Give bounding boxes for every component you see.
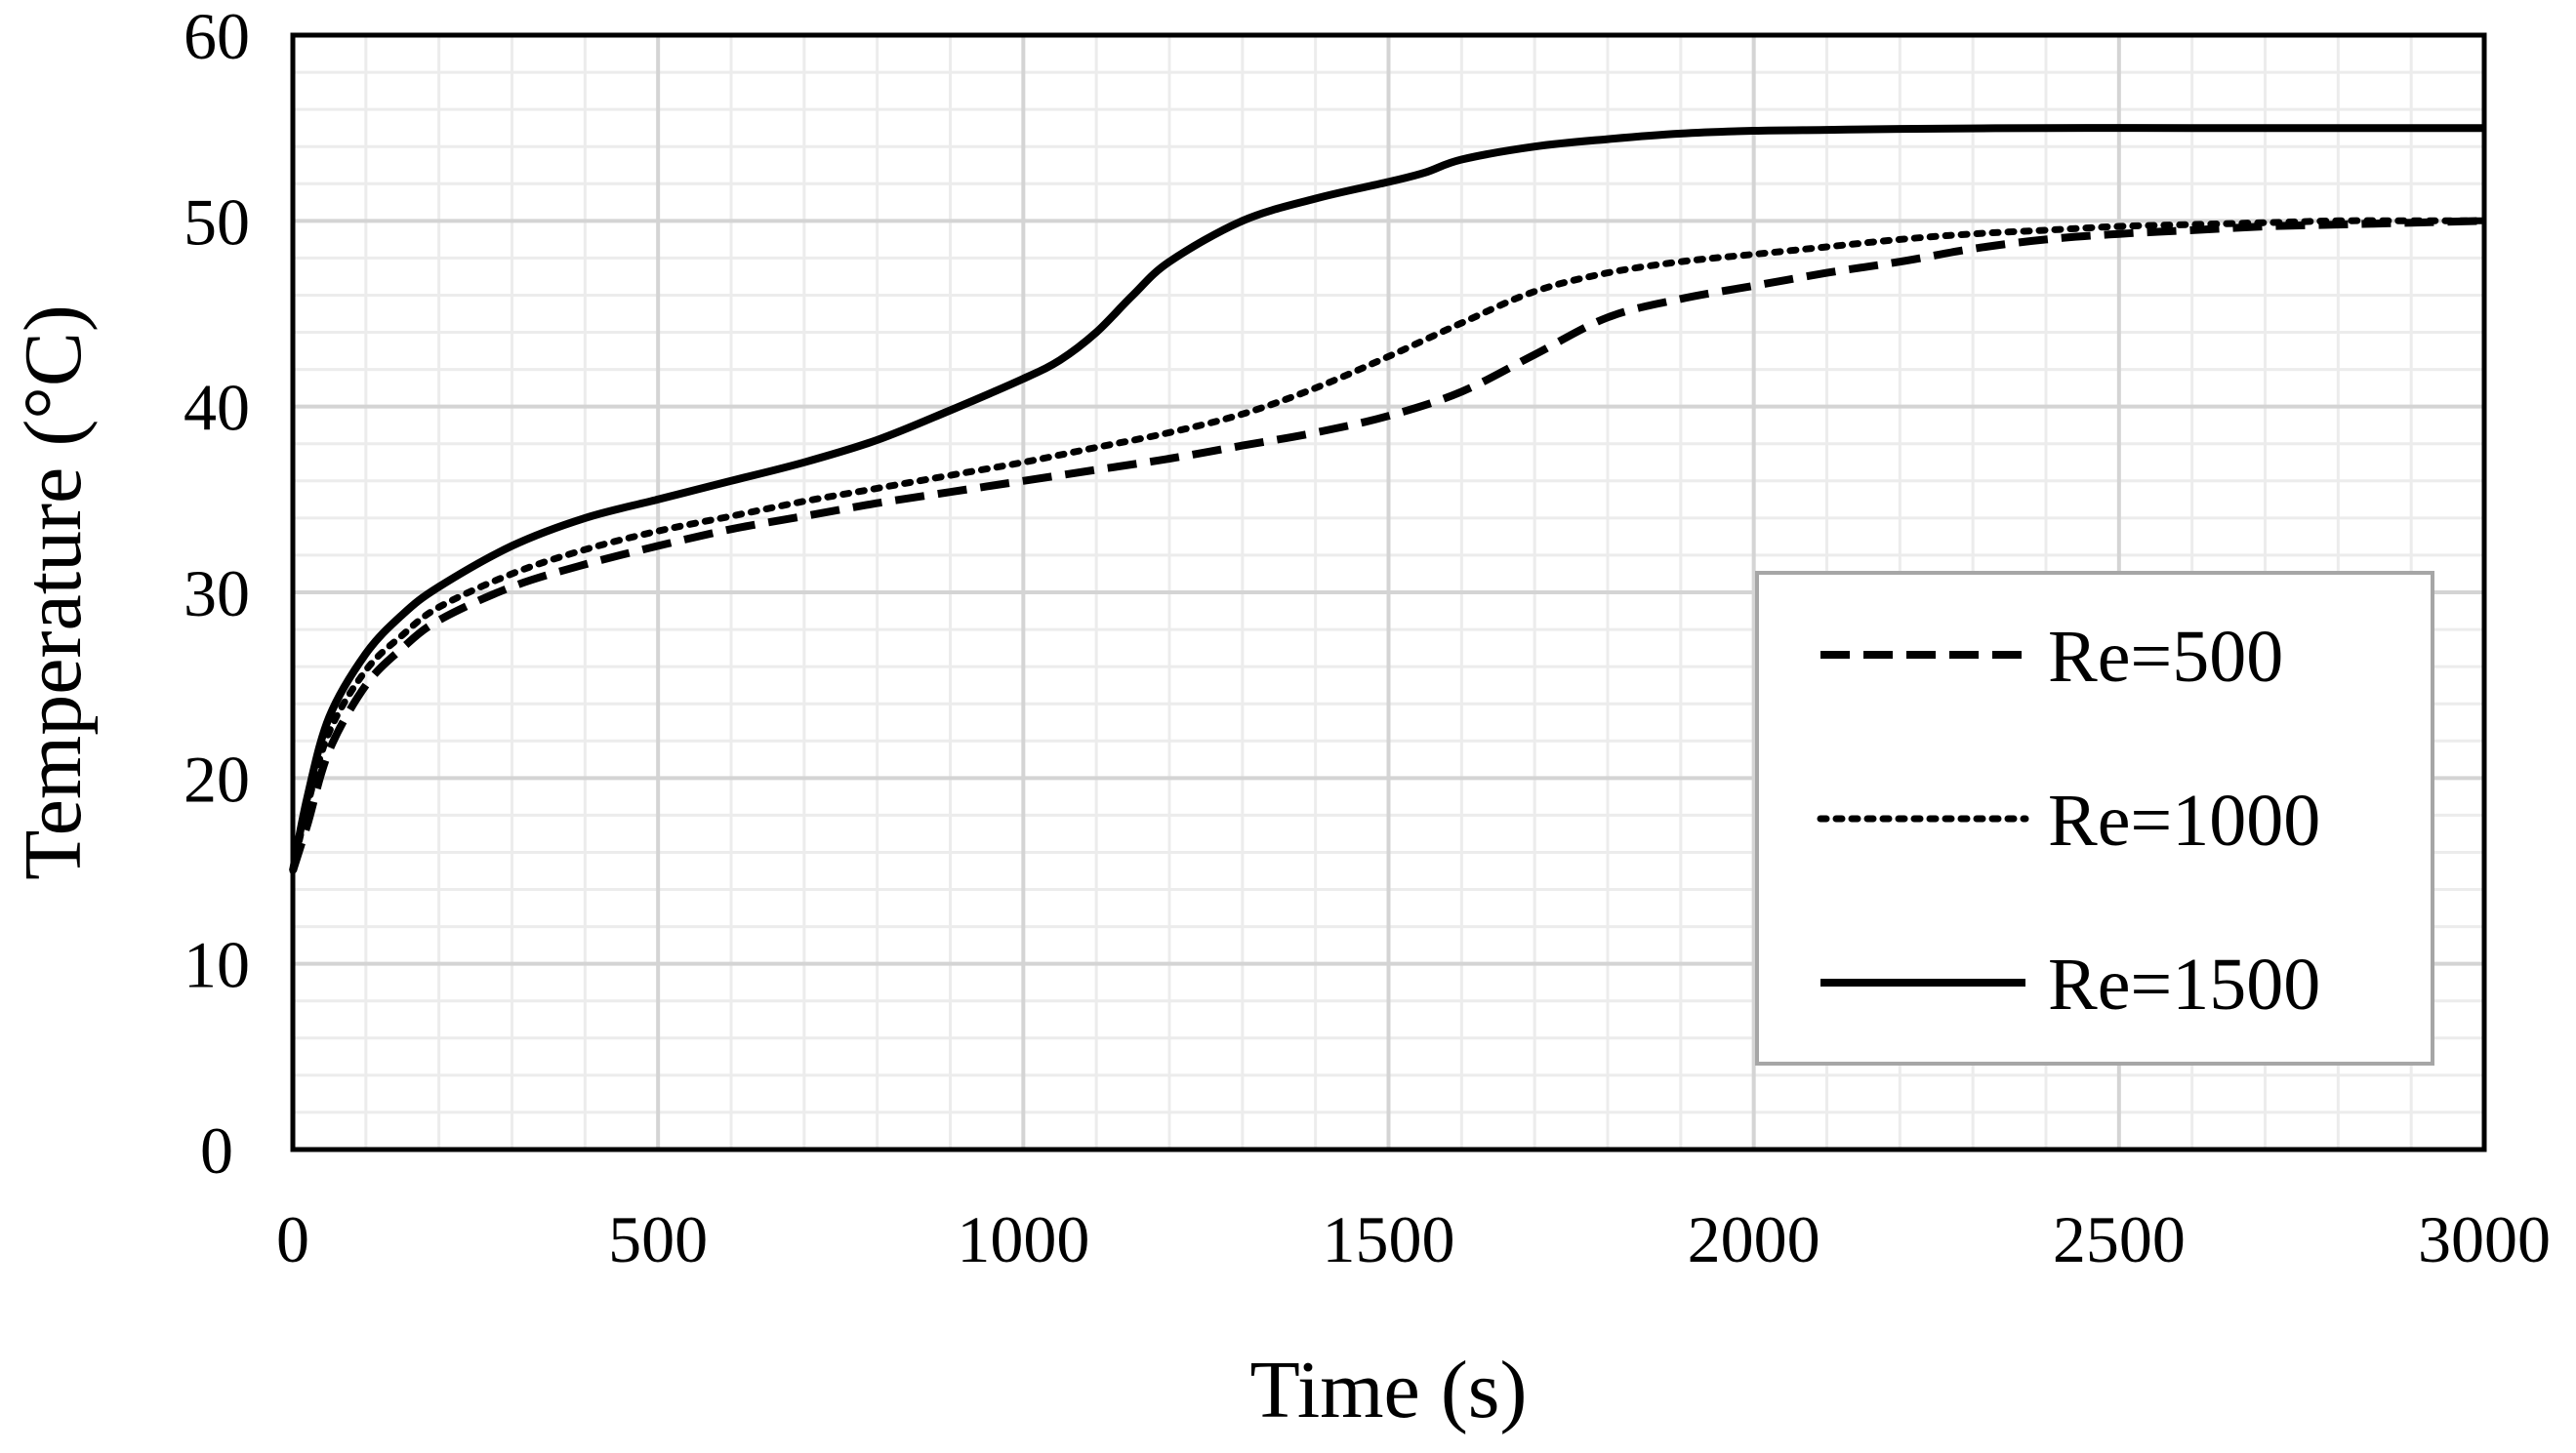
legend-label: Re=500 [2048,616,2283,698]
legend-label: Re=1500 [2048,944,2320,1026]
y-tick-label: 50 [184,184,250,259]
x-tick-label: 500 [608,1202,708,1276]
x-tick-label: 3000 [2418,1202,2551,1276]
y-tick-label: 40 [184,371,250,445]
x-tick-label: 2500 [2053,1202,2186,1276]
series-line-re-500 [289,217,2485,872]
legend-label: Re=1000 [2048,780,2320,862]
plot-frame [290,32,2487,1152]
y-tick-label: 0 [200,1113,233,1188]
y-axis-title: Temperature (°C) [8,304,99,880]
x-tick-label: 1500 [1323,1202,1455,1276]
x-tick-label: 1000 [957,1202,1089,1276]
x-tick-label: 0 [276,1202,309,1276]
y-tick-label: 60 [184,0,250,73]
legend: Re=500 Re=1000 Re=1500 [1755,571,2434,1066]
x-tick-label: 2000 [1688,1202,1820,1276]
series-line-re-1500 [289,124,2484,872]
x-axis-tick-labels: 0 500 1000 1500 2000 2500 3000 [276,1202,2551,1276]
series-layer [289,124,2488,874]
x-axis-title: Time (s) [1250,1345,1528,1435]
y-tick-label: 30 [184,556,250,630]
series-line-re-1000 [289,217,2488,874]
y-tick-label: 10 [184,928,250,1002]
y-axis-tick-labels: 0 10 20 30 40 50 60 [184,0,250,1188]
y-tick-label: 20 [184,742,250,816]
